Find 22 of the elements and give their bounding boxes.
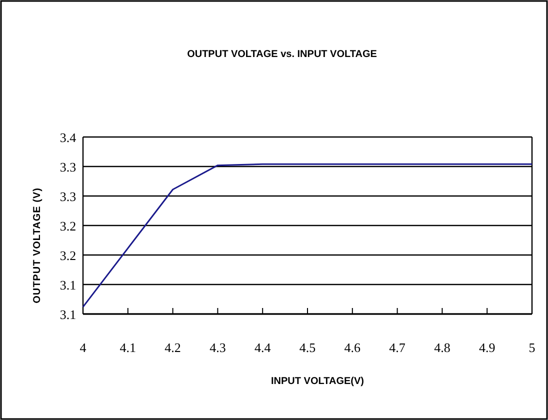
x-tick-label: 4.1	[120, 340, 136, 355]
x-tick-label: 4.4	[254, 340, 272, 355]
x-tick-label: 4.8	[434, 340, 450, 355]
x-tick-label: 4.9	[478, 340, 496, 355]
x-axis-title: INPUT VOLTAGE(V)	[271, 376, 364, 387]
line-series	[82, 163, 533, 308]
y-tick-label: 3.1	[60, 307, 76, 322]
x-tick-label: 4	[80, 340, 87, 355]
x-tick-label: 4.5	[299, 340, 316, 355]
y-tick-label: 3.3	[60, 160, 76, 174]
y-tick-label: 3.2	[60, 218, 76, 234]
x-tick-label: 4.7	[389, 340, 406, 355]
y-axis-title: OUTPUT VOLTAGE (V)	[32, 188, 43, 304]
x-tick-label: 4.3	[210, 340, 226, 355]
y-tick-label: 3.2	[60, 248, 76, 263]
x-tick-label: 4.2	[164, 340, 181, 355]
x-tick-label: 5	[528, 340, 536, 355]
x-tick-label: 4.6	[344, 340, 362, 355]
y-tick-label: 3.4	[60, 130, 77, 145]
chart-title: OUTPUT VOLTAGE vs. INPUT VOLTAGE	[187, 49, 378, 60]
y-tick-label: 3.3	[60, 189, 76, 204]
y-tick-label: 3.1	[60, 278, 76, 292]
